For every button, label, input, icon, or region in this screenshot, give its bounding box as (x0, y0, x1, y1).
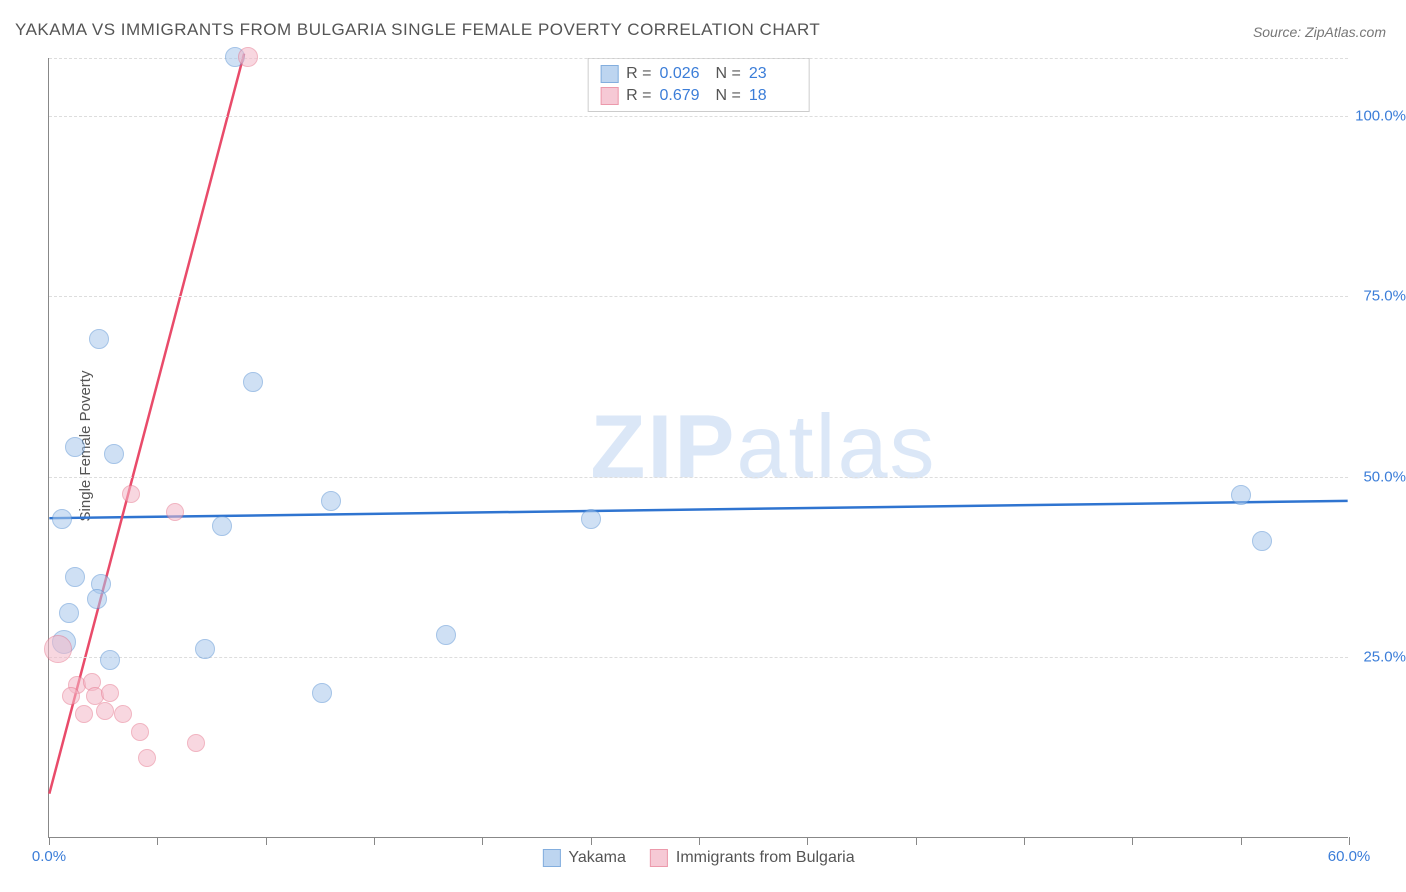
x-tick (807, 837, 808, 845)
n-value: 18 (749, 87, 797, 105)
data-point (212, 516, 232, 536)
x-tick (1349, 837, 1350, 845)
legend-label: Yakama (568, 849, 626, 867)
data-point (89, 329, 109, 349)
y-tick-label: 25.0% (1363, 649, 1406, 666)
series-legend: Yakama Immigrants from Bulgaria (542, 849, 854, 867)
legend-swatch (650, 849, 668, 867)
watermark-zip: ZIP (590, 397, 736, 497)
gridline-h (49, 657, 1348, 658)
n-value: 23 (749, 65, 797, 83)
series-swatch (600, 65, 618, 83)
legend-swatch (542, 849, 560, 867)
data-point (101, 684, 119, 702)
x-tick (1024, 837, 1025, 845)
stats-row: R = 0.679 N = 18 (600, 85, 797, 107)
x-tick (1132, 837, 1133, 845)
data-point (1231, 485, 1251, 505)
chart-plot-area: ZIPatlas R =0.026N =23R =0.679N =18 Yaka… (48, 58, 1348, 838)
n-label: N = (716, 87, 741, 105)
x-tick (1241, 837, 1242, 845)
data-point (96, 702, 114, 720)
data-point (87, 589, 107, 609)
correlation-stats-box: R = 0.026 N = 23 R = 0.679 N = 18 (587, 58, 810, 112)
trend-line-solid (49, 501, 1347, 518)
gridline-h (49, 296, 1348, 297)
data-point (100, 650, 120, 670)
r-label: R = (626, 65, 651, 83)
stats-row: R = 0.026 N = 23 (600, 63, 797, 85)
y-tick-label: 50.0% (1363, 468, 1406, 485)
data-point (243, 372, 263, 392)
r-value: 0.026 (660, 65, 708, 83)
data-point (65, 437, 85, 457)
series-swatch (600, 87, 618, 105)
data-point (238, 47, 258, 67)
r-label: R = (626, 87, 651, 105)
x-tick (266, 837, 267, 845)
gridline-h (49, 116, 1348, 117)
data-point (436, 625, 456, 645)
x-tick (591, 837, 592, 845)
data-point (131, 723, 149, 741)
data-point (114, 705, 132, 723)
trend-lines-svg (49, 58, 1348, 837)
data-point (187, 734, 205, 752)
r-value: 0.679 (660, 87, 708, 105)
y-tick-label: 75.0% (1363, 288, 1406, 305)
x-tick (374, 837, 375, 845)
x-tick (49, 837, 50, 845)
data-point (44, 635, 72, 663)
gridline-h (49, 477, 1348, 478)
x-tick-label: 60.0% (1328, 848, 1371, 865)
data-point (122, 485, 140, 503)
data-point (59, 603, 79, 623)
legend-label: Immigrants from Bulgaria (676, 849, 855, 867)
data-point (195, 639, 215, 659)
x-tick (157, 837, 158, 845)
y-tick-label: 100.0% (1355, 107, 1406, 124)
watermark: ZIPatlas (590, 396, 936, 499)
x-tick (699, 837, 700, 845)
n-label: N = (716, 65, 741, 83)
data-point (138, 749, 156, 767)
data-point (52, 509, 72, 529)
data-point (166, 503, 184, 521)
x-tick-label: 0.0% (32, 848, 66, 865)
x-tick (916, 837, 917, 845)
data-point (312, 683, 332, 703)
legend-item: Immigrants from Bulgaria (650, 849, 855, 867)
chart-title: YAKAMA VS IMMIGRANTS FROM BULGARIA SINGL… (15, 20, 820, 40)
data-point (75, 705, 93, 723)
data-point (321, 491, 341, 511)
data-point (581, 509, 601, 529)
data-point (104, 444, 124, 464)
data-point (65, 567, 85, 587)
data-point (62, 687, 80, 705)
legend-item: Yakama (542, 849, 626, 867)
source-attribution: Source: ZipAtlas.com (1253, 24, 1386, 40)
x-tick (482, 837, 483, 845)
watermark-atlas: atlas (736, 397, 936, 497)
data-point (1252, 531, 1272, 551)
